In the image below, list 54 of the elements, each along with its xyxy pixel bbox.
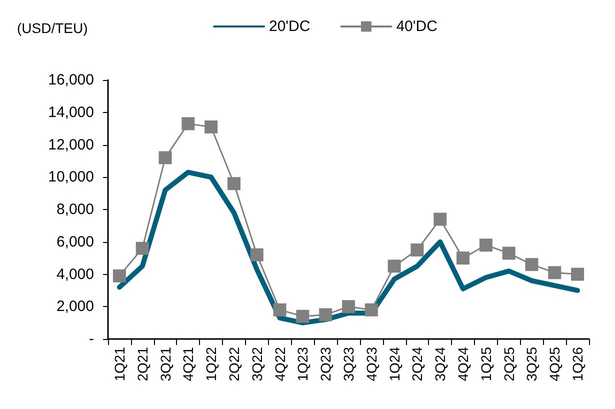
x-tick-label: 1Q25 — [478, 346, 494, 382]
x-tick-label: 2Q21 — [134, 346, 150, 382]
x-tick-label: 3Q22 — [248, 346, 265, 382]
y-tick-label: 2,000 — [56, 298, 94, 316]
point — [250, 248, 264, 262]
y-tick-label: 8,000 — [56, 201, 94, 218]
y-tick-label: 12,000 — [48, 136, 94, 154]
x-tick-label: 1Q24 — [386, 346, 402, 382]
point — [548, 266, 562, 280]
point — [479, 238, 492, 252]
x-tick-label: 4Q22 — [272, 346, 288, 382]
point — [112, 269, 126, 282]
point — [204, 120, 218, 134]
point — [182, 117, 195, 130]
point — [434, 212, 447, 226]
y-axis-title: (USD/TEU) — [17, 20, 88, 36]
x-tick-label: 2Q24 — [409, 346, 426, 382]
x-tick-label: 1Q21 — [111, 346, 128, 382]
x-tick-label: 4Q25 — [546, 346, 563, 382]
y-tick-label: - — [89, 330, 94, 348]
x-tick-label: 3Q21 — [157, 346, 174, 382]
point — [319, 308, 332, 322]
point — [571, 268, 584, 281]
point — [227, 177, 240, 190]
point — [410, 243, 424, 256]
x-tick-label: 1Q26 — [570, 346, 586, 382]
x-tick-label: 3Q25 — [524, 346, 540, 382]
point — [388, 260, 401, 273]
x-tick-label: 4Q24 — [455, 346, 472, 382]
point — [158, 151, 172, 164]
legend-label: 40'DC — [396, 18, 438, 35]
x-tick-label: 2Q23 — [318, 346, 334, 382]
point — [273, 303, 286, 316]
y-tick-label: 4,000 — [56, 266, 94, 283]
y-tick-label: 10,000 — [48, 168, 94, 186]
x-tick-label: 3Q23 — [340, 346, 356, 382]
x-tick-label: 1Q22 — [203, 346, 220, 382]
x-tick-label: 3Q24 — [432, 346, 448, 382]
point — [525, 258, 538, 272]
x-tick-label: 1Q23 — [294, 346, 311, 382]
x-tick-label: 4Q21 — [180, 346, 196, 382]
y-tick-label: 16,000 — [48, 72, 94, 88]
point — [456, 252, 470, 265]
point — [364, 303, 378, 316]
y-tick-label: 6,000 — [56, 233, 94, 250]
point — [296, 310, 310, 323]
x-tick-label: 2Q25 — [500, 346, 517, 382]
point — [342, 300, 355, 314]
legend-label: 20'DC — [269, 18, 310, 35]
y-tick-label: 14,000 — [48, 104, 94, 121]
x-tick-label: 2Q22 — [226, 346, 242, 382]
point — [136, 242, 149, 255]
x-tick-label: 4Q23 — [363, 346, 380, 382]
point — [502, 246, 516, 260]
